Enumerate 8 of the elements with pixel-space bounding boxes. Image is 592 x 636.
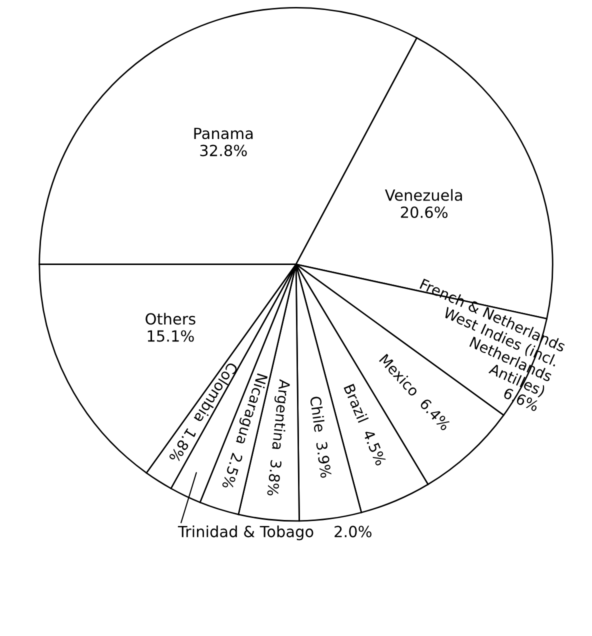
slice-label: Chile 3.9%	[310, 396, 332, 478]
data-label: 32.8%	[200, 144, 247, 156]
data-label: 20.6%	[400, 206, 448, 218]
slice-label: Others	[146, 312, 196, 325]
data-label: 15.1%	[148, 330, 194, 342]
slice-label: Panama	[194, 128, 253, 140]
slice-label: Trinidad & Tobago 2.0%	[178, 525, 372, 540]
slice-label: Venezuela	[384, 189, 462, 201]
